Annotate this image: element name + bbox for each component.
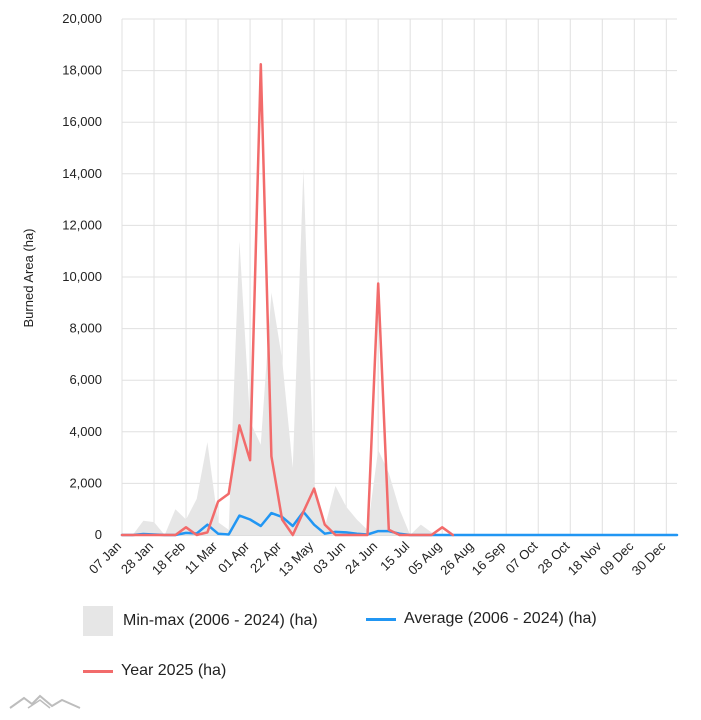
grid: [121, 18, 677, 536]
series-layer: [120, 62, 679, 537]
x-tick-label: 03 Jun: [310, 539, 348, 577]
series-min-max-area: [122, 168, 677, 535]
legend-swatch-average: [366, 617, 396, 621]
x-tick-label: 28 Jan: [118, 539, 156, 577]
x-tick-label: 24 Jun: [342, 539, 380, 577]
x-tick-label: 07 Oct: [503, 538, 541, 576]
y-tick-label: 2,000: [69, 475, 102, 490]
legend-swatch-min-max: [83, 606, 113, 636]
x-tick-label: 30 Dec: [629, 538, 669, 578]
y-tick-label: 16,000: [62, 114, 102, 129]
y-tick-label: 12,000: [62, 217, 102, 232]
x-tick-label: 13 May: [275, 538, 316, 579]
y-axis-ticks: 0 2,000 4,000 6,000 8,000 10,000 12,000 14,000 1…: [62, 11, 102, 542]
y-tick-label: 10,000: [62, 269, 102, 284]
legend-label-average: Average (2006 - 2024) (ha): [404, 610, 597, 627]
legend-item-year-2025[interactable]: Year 2025 (ha): [83, 662, 226, 680]
legend-label-year-2025: Year 2025 (ha): [121, 662, 227, 679]
x-tick-label: 11 Mar: [182, 538, 221, 577]
x-tick-label: 01 Apr: [215, 538, 253, 576]
x-tick-label: 16 Sep: [469, 539, 509, 579]
x-tick-label: 18 Nov: [565, 538, 605, 578]
y-tick-label: 6,000: [69, 372, 102, 387]
mountain-logo-icon: [9, 694, 81, 709]
y-tick-label: 0: [95, 527, 102, 542]
y-tick-label: 14,000: [62, 166, 102, 181]
x-tick-label: 18 Feb: [149, 539, 188, 578]
x-tick-label: 09 Dec: [597, 538, 637, 578]
y-tick-label: 20,000: [62, 11, 102, 26]
y-tick-label: 18,000: [62, 63, 102, 78]
series-year-2025-line: [120, 62, 455, 537]
y-axis-title: Burned Area (ha): [21, 228, 36, 327]
y-tick-label: 4,000: [69, 424, 102, 439]
legend-swatch-year-2025: [83, 669, 113, 673]
y-tick-label: 8,000: [69, 321, 102, 336]
legend-item-average[interactable]: Average (2006 - 2024) (ha): [366, 610, 597, 628]
x-tick-label: 26 Aug: [437, 539, 476, 578]
legend-item-min-max[interactable]: Min-max (2006 - 2024) (ha): [83, 606, 318, 636]
x-tick-label: 07 Jan: [86, 539, 124, 577]
x-tick-label: 05 Aug: [405, 539, 444, 578]
legend-label-min-max: Min-max (2006 - 2024) (ha): [123, 612, 318, 629]
